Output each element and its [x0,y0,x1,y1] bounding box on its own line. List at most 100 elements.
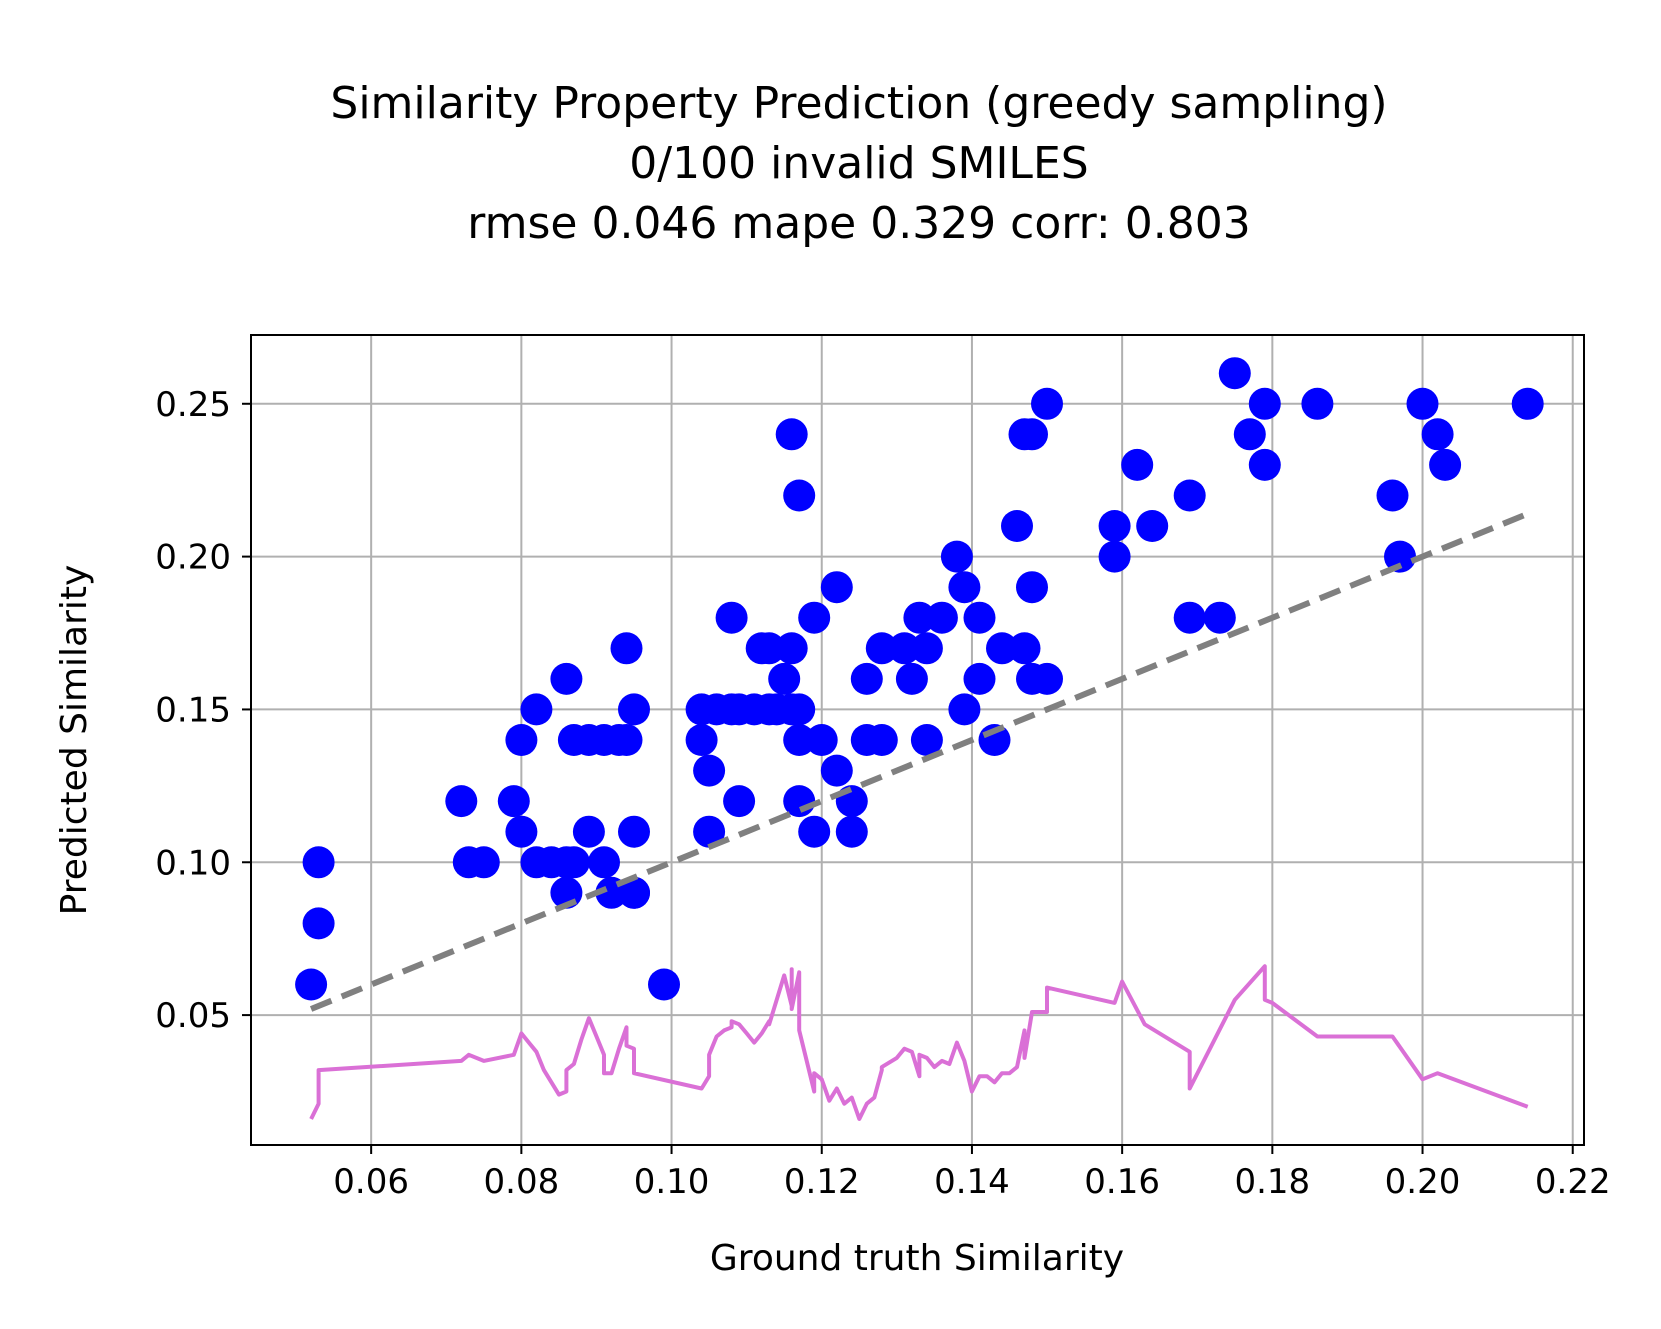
x-tick-label: 0.06 [333,1162,409,1202]
scatter-point [940,540,973,573]
scatter-point [1008,632,1041,665]
scatter-point [1203,601,1236,634]
scatter-point [588,846,620,879]
plot-frame [250,334,1585,1146]
scatter-point [557,846,590,879]
scatter-point [1098,510,1131,542]
x-tick-label: 0.08 [484,1162,560,1202]
scatter-point [1421,418,1454,451]
scatter-point [925,601,958,634]
chart-title: Similarity Property Prediction (greedy s… [330,78,1387,249]
scatter-point [505,815,538,848]
scatter-point [888,632,921,665]
scatter-point [467,846,500,879]
scatter-point [520,693,553,726]
y-axis-label: Predicted Similarity [54,565,95,916]
scatter-point [618,693,650,726]
scatter-point [850,662,883,695]
x-tick-label: 0.16 [1084,1162,1160,1202]
scatter-point [1121,448,1154,481]
x-tick-label: 0.14 [934,1162,1010,1202]
scatter-point [835,815,868,848]
y-axis-ticks: 0.05 0.10 0.15 0.20 0.25 [155,385,251,1036]
scatter-point [505,724,538,756]
scatter-point [1173,601,1206,634]
scatter-point [895,662,928,695]
scatter-point [685,724,718,756]
scatter-point [948,571,981,604]
title-line-2: 0/100 invalid SMILES [629,138,1088,189]
scatter-point [693,754,726,787]
scatter-point [302,846,335,879]
scatter-point [1098,540,1131,573]
scatter-point [963,662,996,695]
scatter-point [610,724,643,756]
x-axis-ticks: 0.06 0.08 0.10 0.12 0.14 0.16 0.18 0.20 0.22 [333,1145,1611,1202]
scatter-point [618,876,650,909]
scatter-point [715,601,748,634]
y-tick-label: 0.15 [155,690,231,730]
scatter-point [1016,571,1048,604]
x-tick-label: 0.10 [634,1162,710,1202]
y-tick-label: 0.25 [155,385,231,425]
x-tick-label: 0.18 [1234,1162,1310,1202]
title-line-1: Similarity Property Prediction (greedy s… [330,78,1387,129]
scatter-point [1031,662,1063,695]
scatter-point [1301,387,1334,420]
scatter-point [820,571,853,604]
y-tick-label: 0.05 [155,996,231,1036]
scatter-point [963,601,996,634]
scatter-point [302,907,335,940]
scatter-point [783,693,816,726]
scatter-point [723,785,756,818]
scatter-point [1031,387,1063,420]
scatter-point [693,815,726,848]
scatter-point [1218,357,1251,390]
scatter-point [550,662,583,695]
reference-dashed-line [309,511,1529,1012]
error-series-line [309,964,1529,1121]
scatter-point [948,693,981,726]
x-tick-label: 0.20 [1385,1162,1461,1202]
scatter-point [497,785,530,818]
scatter-point [783,724,816,756]
scatter-point [618,815,650,848]
scatter-point [1136,510,1169,542]
scatter-point [986,632,1018,665]
scatter-point [798,601,831,634]
y-tick-label: 0.20 [155,538,231,578]
scatter-point [865,632,898,665]
scatter-point [865,724,898,756]
scatter-point [1016,418,1048,451]
scatter-point [1384,540,1416,573]
scatter-point [1406,387,1439,420]
scatter-point [1248,448,1281,481]
scatter-point [805,724,838,756]
scatter-point [1233,418,1266,451]
x-tick-label: 0.12 [784,1162,860,1202]
scatter-point [1248,387,1281,420]
scatter-point [820,754,853,787]
x-axis-label: Ground truth Similarity [710,1238,1124,1279]
scatter-point [903,601,936,634]
plot-series [295,357,1544,1121]
scatter-point [798,815,831,848]
scatter-point [1429,448,1462,481]
scatter-point [783,479,816,512]
scatter-point [1376,479,1409,512]
scatter-point [1001,510,1033,542]
scatter-point [753,632,786,665]
y-tick-label: 0.10 [155,843,231,883]
title-line-3: rmse 0.046 mape 0.329 corr: 0.803 [467,198,1250,249]
scatter-point [1511,387,1544,420]
scatter-point [1173,479,1206,512]
scatter-point [910,632,943,665]
scatter-point [768,662,801,695]
x-tick-label: 0.22 [1535,1162,1611,1202]
scatter-point [610,632,643,665]
scatter-point [295,968,328,1001]
scatter-point [648,968,680,1001]
scatter-point [835,785,868,818]
